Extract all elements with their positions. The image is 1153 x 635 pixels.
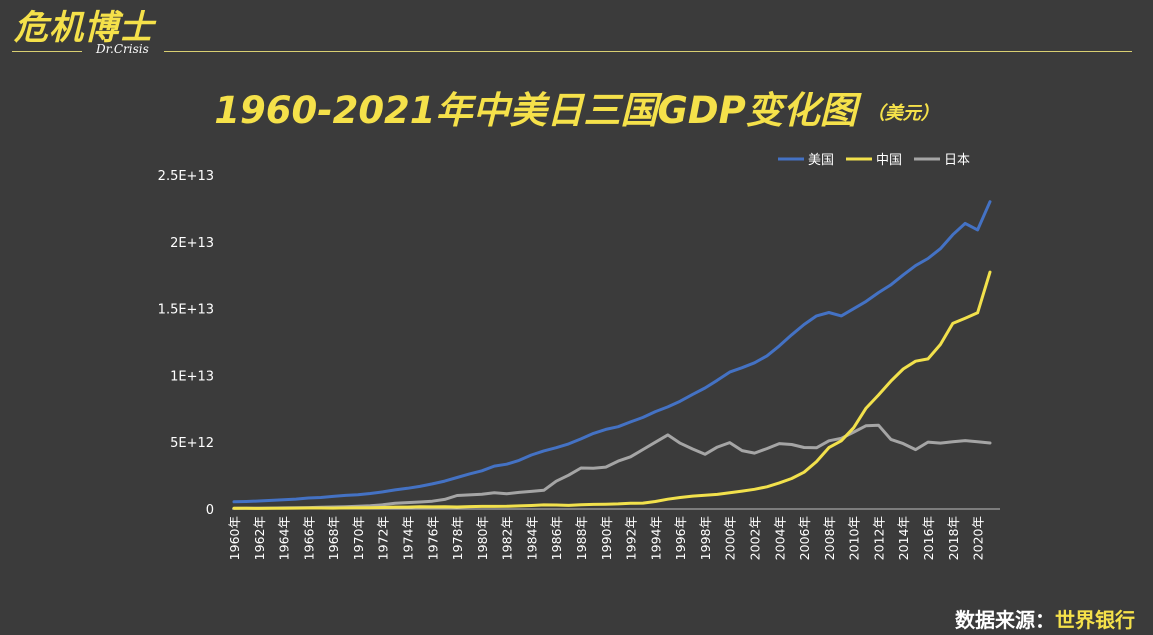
y-tick-label: 2E+13 [170, 236, 214, 251]
x-tick-label: 2018年 [946, 516, 961, 560]
x-tick-label: 1996年 [673, 516, 688, 560]
x-tick-label: 2010年 [847, 516, 862, 560]
series-line-2 [232, 423, 992, 510]
x-tick-label: 1966年 [301, 516, 316, 560]
x-tick-label: 1986年 [549, 516, 564, 560]
x-tick-label: 1992年 [624, 516, 639, 560]
legend-label: 日本 [944, 153, 970, 168]
y-tick-label: 1.5E+13 [158, 303, 214, 318]
brand-rule-left [12, 51, 82, 52]
y-tick-label: 0 [206, 503, 214, 518]
y-axis: 0 5E+12 1E+13 1.5E+13 2E+13 2.5E+13 [158, 169, 214, 518]
x-tick-label: 2014年 [896, 516, 911, 560]
data-source-label: 数据来源： [955, 608, 1055, 632]
series-lines [232, 200, 992, 510]
x-tick-label: 1980年 [475, 516, 490, 560]
legend-label: 中国 [876, 153, 902, 168]
x-tick-label: 1982年 [500, 516, 515, 560]
x-tick-label: 1984年 [524, 516, 539, 560]
x-tick-label: 2012年 [871, 516, 886, 560]
legend-label: 美国 [808, 153, 834, 168]
x-tick-label: 2008年 [822, 516, 837, 560]
x-tick-label: 1968年 [326, 516, 341, 560]
x-tick-label: 1960年 [227, 516, 242, 560]
brand-rule-right [164, 51, 1132, 52]
y-tick-label: 2.5E+13 [158, 169, 214, 184]
x-tick-label: 2006年 [797, 516, 812, 560]
x-tick-label: 2000年 [723, 516, 738, 560]
chart-title: 1960-2021年中美日三国GDP变化图 （美元） [0, 80, 1153, 134]
x-tick-label: 1972年 [376, 516, 391, 560]
x-tick-label: 2002年 [748, 516, 763, 560]
x-tick-label: 1964年 [277, 516, 292, 560]
x-tick-label: 2004年 [772, 516, 787, 560]
x-tick-label: 1994年 [648, 516, 663, 560]
x-axis: 1960年 1962年 1964年 1966年 1968年 1970年 1972年 1974年… [227, 508, 1000, 560]
x-tick-label: 2016年 [921, 516, 936, 560]
x-tick-label: 1976年 [425, 516, 440, 560]
legend: 美国 中国 日本 [778, 153, 970, 168]
brand-subtitle: Dr.Crisis [96, 42, 149, 56]
x-tick-label: 1990年 [599, 516, 614, 560]
y-tick-label: 1E+13 [170, 369, 214, 384]
brand-rule: Dr.Crisis [12, 42, 1132, 60]
data-source-value: 世界银行 [1055, 608, 1135, 632]
data-source: 数据来源：世界银行 [955, 604, 1135, 633]
x-tick-label: 1974年 [401, 516, 416, 560]
y-tick-label: 5E+12 [170, 436, 214, 451]
brand-logo: 危机博士 [14, 8, 164, 48]
x-tick-label: 2020年 [971, 516, 986, 560]
x-tick-label: 1998年 [698, 516, 713, 560]
series-line-1 [232, 270, 992, 510]
brand-name: 危机博士 [14, 8, 154, 48]
x-tick-label: 1962年 [252, 516, 267, 560]
chart-title-text: 1960-2021年中美日三国GDP变化图 [214, 89, 857, 132]
x-tick-label: 1970年 [351, 516, 366, 560]
chart-title-unit: （美元） [866, 103, 939, 124]
x-tick-label: 1978年 [450, 516, 465, 560]
series-line-0 [232, 200, 992, 504]
x-tick-label: 1988年 [574, 516, 589, 560]
